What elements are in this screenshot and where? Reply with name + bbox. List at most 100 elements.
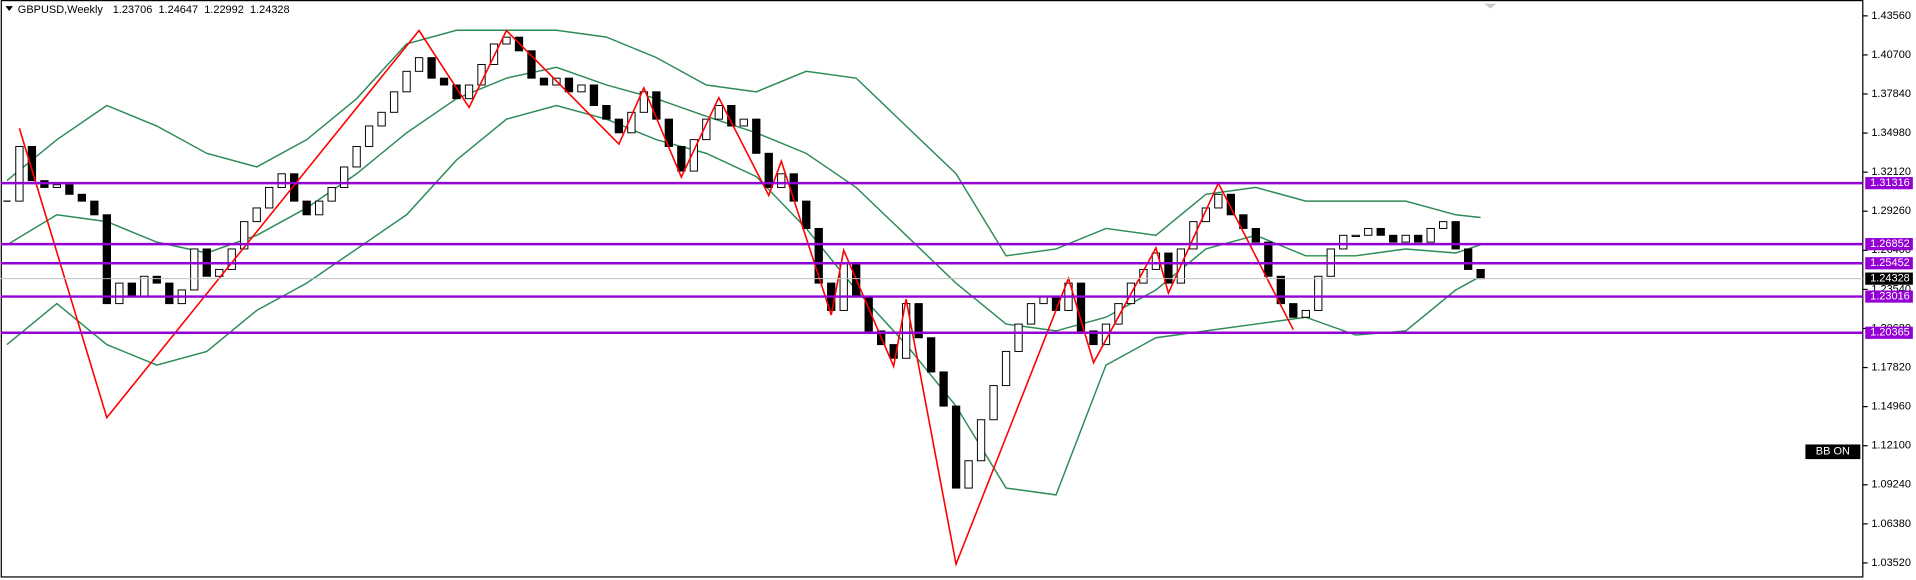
- candle: [1439, 221, 1448, 229]
- ohlc-value: 1.24647: [158, 4, 198, 16]
- candle: [77, 193, 87, 202]
- candle: [539, 77, 549, 86]
- candle: [427, 57, 436, 79]
- candle: [976, 419, 986, 462]
- ohlc-value: 1.22992: [204, 4, 244, 16]
- candle: [414, 57, 424, 72]
- candle: [364, 125, 374, 147]
- candle: [527, 50, 536, 79]
- candle: [127, 282, 136, 298]
- candle: [277, 173, 286, 188]
- candle: [639, 91, 649, 113]
- annotation: BB ON: [1816, 446, 1850, 458]
- candle: [327, 186, 336, 202]
- candle: [1164, 252, 1173, 284]
- candle: [1014, 323, 1023, 352]
- candle: [564, 77, 574, 93]
- y-tick-label: 1.34980: [1871, 127, 1911, 139]
- y-tick-label: 1.17820: [1871, 361, 1911, 373]
- candle: [90, 200, 99, 216]
- y-tick-label: 1.14960: [1871, 401, 1911, 413]
- candle: [1463, 248, 1473, 270]
- candle: [739, 118, 748, 127]
- candle: [302, 200, 311, 216]
- candle: [1376, 227, 1385, 236]
- y-tick-label: 1.03520: [1871, 557, 1911, 569]
- level-label: 1.20365: [1870, 327, 1910, 339]
- candle: [1089, 330, 1098, 346]
- candle: [402, 70, 411, 93]
- candle: [1114, 303, 1123, 325]
- candle: [577, 84, 586, 93]
- candle: [839, 262, 848, 311]
- zigzag: [18, 29, 1295, 567]
- candle: [502, 36, 511, 45]
- level-label-box: [1865, 238, 1913, 251]
- candle: [989, 385, 998, 421]
- level-label: 1.31316: [1870, 177, 1910, 189]
- candle: [315, 200, 324, 216]
- annotation-box: [1805, 444, 1861, 460]
- menu-triangle[interactable]: [5, 6, 13, 11]
- candle: [252, 207, 261, 223]
- y-tick-label: 1.06380: [1871, 518, 1911, 530]
- candle: [1189, 221, 1198, 250]
- candle: [165, 282, 174, 305]
- candle: [1239, 214, 1248, 229]
- candle: [352, 145, 361, 168]
- level-label-box: [1865, 326, 1913, 339]
- candle: [190, 248, 199, 291]
- candle: [1001, 350, 1011, 387]
- candle: [1401, 234, 1410, 243]
- candle: [814, 227, 823, 284]
- candle: [964, 460, 973, 489]
- ohlc-value: 1.24328: [250, 4, 290, 16]
- candle: [52, 184, 62, 188]
- candle: [265, 186, 274, 209]
- bollinger-upper: [6, 29, 1481, 257]
- bollinger-lower: [6, 104, 1481, 496]
- candle: [152, 275, 161, 284]
- symbol: GBPUSD,Weekly: [18, 4, 104, 16]
- candle: [489, 43, 499, 65]
- y-tick-label: 1.12100: [1871, 440, 1911, 452]
- candle: [802, 200, 811, 229]
- candle: [65, 184, 74, 195]
- plot-frame: [0, 0, 1864, 578]
- candle: [764, 152, 773, 188]
- candle: [1264, 241, 1273, 277]
- y-tick-label: 1.37840: [1871, 88, 1911, 100]
- candle: [1351, 234, 1360, 237]
- candle: [1476, 268, 1485, 280]
- current-price-label: 1.24328: [1870, 273, 1910, 285]
- candle: [1301, 309, 1310, 318]
- candle: [1314, 275, 1323, 311]
- candle: [240, 221, 249, 250]
- candle: [1039, 296, 1048, 305]
- candle: [926, 337, 936, 373]
- candle: [1076, 282, 1086, 332]
- candle: [1201, 207, 1211, 223]
- candle: [339, 166, 349, 188]
- candle: [589, 84, 599, 106]
- y-tick-label: 1.43560: [1871, 10, 1911, 22]
- candle: [752, 118, 761, 154]
- candle: [389, 91, 399, 113]
- candle: [1364, 227, 1373, 236]
- candle: [439, 77, 449, 86]
- candle: [939, 371, 948, 407]
- candle: [614, 118, 624, 134]
- candle: [27, 145, 37, 182]
- level-label: 1.23016: [1870, 290, 1910, 302]
- candle: [1426, 227, 1435, 243]
- candle: [714, 104, 723, 120]
- level-label-box: [1865, 290, 1913, 303]
- candle: [1026, 303, 1036, 325]
- candle: [290, 173, 299, 202]
- candle: [464, 84, 474, 100]
- chart-header: GBPUSD,Weekly 1.23706 1.24647 1.22992 1.2432…: [18, 4, 290, 16]
- level-label: 1.26852: [1870, 238, 1910, 250]
- candle: [1339, 234, 1348, 250]
- ohlc-value: 1.23706: [113, 4, 153, 16]
